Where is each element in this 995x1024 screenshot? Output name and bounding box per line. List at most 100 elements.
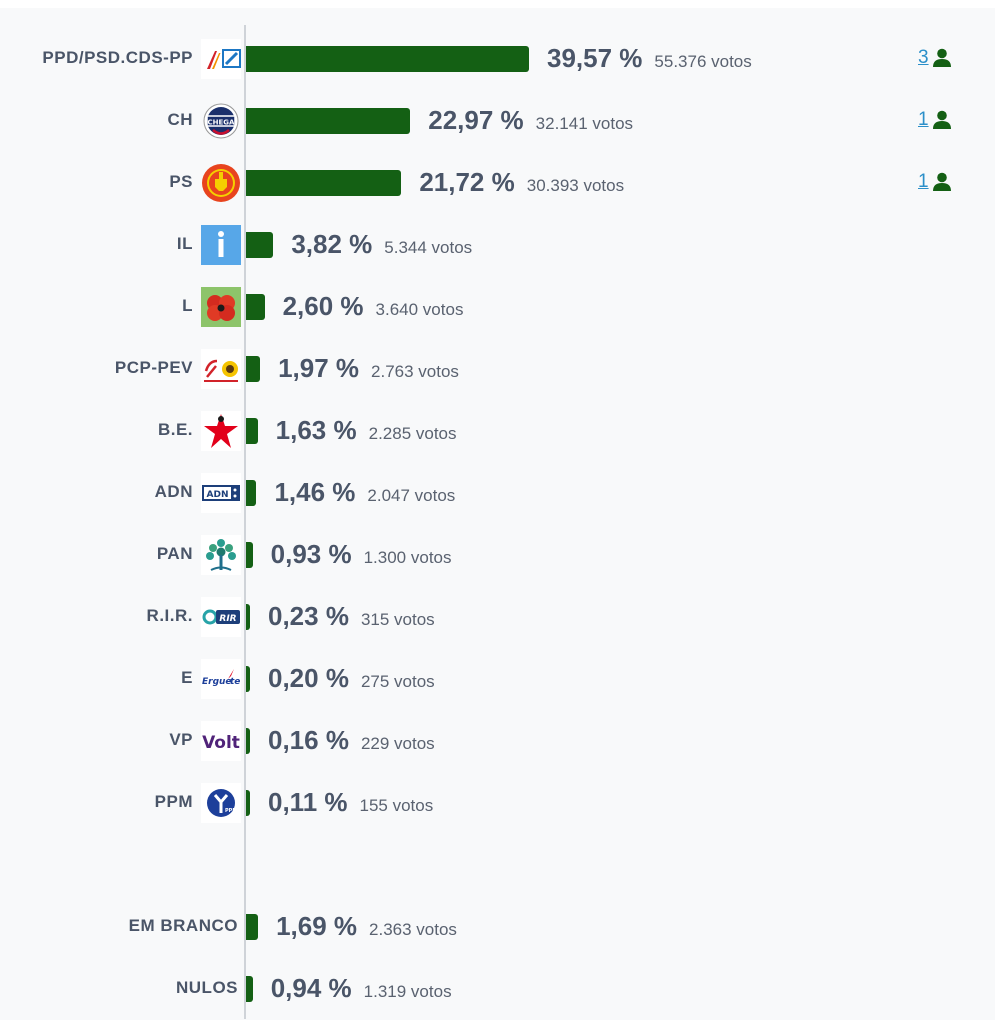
svg-text:Ergue: Ergue [202,677,232,687]
party-label: PS [169,172,193,191]
party-label: B.E. [157,420,193,439]
party-label: PAN [156,544,193,563]
svg-text:PPM: PPM [225,808,237,814]
result-value: 0,93 % 1.300 votos [271,529,452,579]
result-row: PPM PPM 0,11 % 155 votos [0,777,995,827]
person-icon [929,110,952,130]
seats-count[interactable]: 1 [918,95,952,145]
result-row: CH CHEGA 22,97 % 32.141 votos 1 [0,95,995,145]
party-label: PCP-PEV [114,358,193,377]
volt-logo: Volt [201,721,241,761]
result-bar [246,976,253,1002]
seats-count[interactable]: 1 [918,157,952,207]
party-label: IL [176,234,193,253]
votes-label: 30.393 votos [526,176,625,195]
result-value: 39,57 % 55.376 votos [547,33,752,83]
result-row: EM BRANCO 1,69 % 2.363 votos [0,901,995,951]
chart-axis-line [244,25,246,1019]
rir-logo: RIR [201,597,241,637]
percentage-label: 22,97 % [428,105,524,135]
result-bar [246,728,250,754]
seats-link[interactable]: 1 [918,171,929,192]
result-value: 0,11 % 155 votos [268,777,433,827]
result-bar [246,418,258,444]
result-row: E Ergue te 0,20 % 275 votos [0,653,995,703]
result-value: 3,82 % 5.344 votos [291,219,472,269]
result-bar [246,108,411,134]
result-bar [246,604,250,630]
party-label: PPM [154,792,193,811]
votes-label: 5.344 votos [384,238,473,257]
votes-label: 2.047 votos [367,486,456,505]
ps-logo [201,163,241,203]
seats-link[interactable]: 1 [918,109,929,130]
percentage-label: 0,11 % [268,787,348,817]
percentage-label: 1,46 % [274,477,356,507]
result-value: 1,69 % 2.363 votos [276,901,457,951]
result-bar [246,914,259,940]
votes-label: 55.376 votos [654,52,752,71]
party-label: VP [169,730,193,749]
percentage-label: 39,57 % [547,43,643,73]
party-label: L [182,296,193,315]
percentage-label: 1,69 % [276,911,358,941]
result-value: 21,72 % 30.393 votos [419,157,624,207]
result-value: 1,97 % 2.763 votos [278,343,459,393]
results-panel [0,8,995,1020]
party-label: PPD/PSD.CDS-PP [42,48,193,67]
result-bar [246,232,274,258]
svg-text:CHEGA: CHEGA [208,119,236,127]
result-row: VP Volt 0,16 % 229 votos [0,715,995,765]
result-row: B.E. 1,63 % 2.285 votos [0,405,995,455]
party-label: ADN [154,482,193,501]
percentage-label: 0,20 % [268,663,349,693]
result-row: R.I.R. RIR 0,23 % 315 votos [0,591,995,641]
result-bar [246,46,529,72]
result-value: 0,94 % 1.319 votos [271,963,452,1013]
chega-logo: CHEGA [201,101,241,141]
seats-link[interactable]: 3 [918,47,929,68]
party-label: E [181,668,193,687]
votes-label: 275 votos [360,672,435,691]
be-logo [201,411,241,451]
result-bar [246,542,253,568]
percentage-label: 0,16 % [268,725,349,755]
result-row: NULOS 0,94 % 1.319 votos [0,963,995,1013]
party-label: NULOS [176,978,238,997]
percentage-label: 0,94 % [270,973,352,1003]
percentage-label: 0,93 % [270,539,352,569]
party-label: EM BRANCO [128,916,238,935]
result-row: PAN 0,93 % 1.300 votos [0,529,995,579]
result-bar [246,294,265,320]
svg-text:te: te [230,677,240,687]
votes-label: 1.319 votos [363,982,452,1001]
result-row: L 2,60 % 3.640 votos [0,281,995,331]
percentage-label: 2,60 % [282,291,364,321]
seats-count[interactable]: 3 [918,33,952,83]
result-value: 2,60 % 3.640 votos [283,281,464,331]
ad-logo [201,39,241,79]
result-bar [246,480,257,506]
votes-label: 2.285 votos [368,424,457,443]
person-icon [929,48,952,68]
pan-logo [201,535,241,575]
svg-text:Volt: Volt [202,733,240,753]
result-bar [246,790,250,816]
result-bar [246,356,261,382]
result-row: PPD/PSD.CDS-PP 39,57 % 55.376 votos 3 [0,33,995,83]
votes-label: 1.300 votos [363,548,452,567]
votes-label: 2.763 votos [371,362,459,381]
votes-label: 3.640 votos [375,300,464,319]
party-label: CH [167,110,193,129]
result-value: 0,23 % 315 votos [268,591,435,641]
result-row: ADN ADN 1,46 % 2.047 votos [0,467,995,517]
il-logo [201,225,241,265]
percentage-label: 0,23 % [268,601,349,631]
result-row: PCP-PEV 1,97 % 2.763 votos [0,343,995,393]
result-bar [246,666,250,692]
votes-label: 2.363 votos [369,920,457,939]
result-row: IL 3,82 % 5.344 votos [0,219,995,269]
ppm-logo: PPM [201,783,241,823]
person-icon [929,172,952,192]
result-row: PS 21,72 % 30.393 votos 1 [0,157,995,207]
